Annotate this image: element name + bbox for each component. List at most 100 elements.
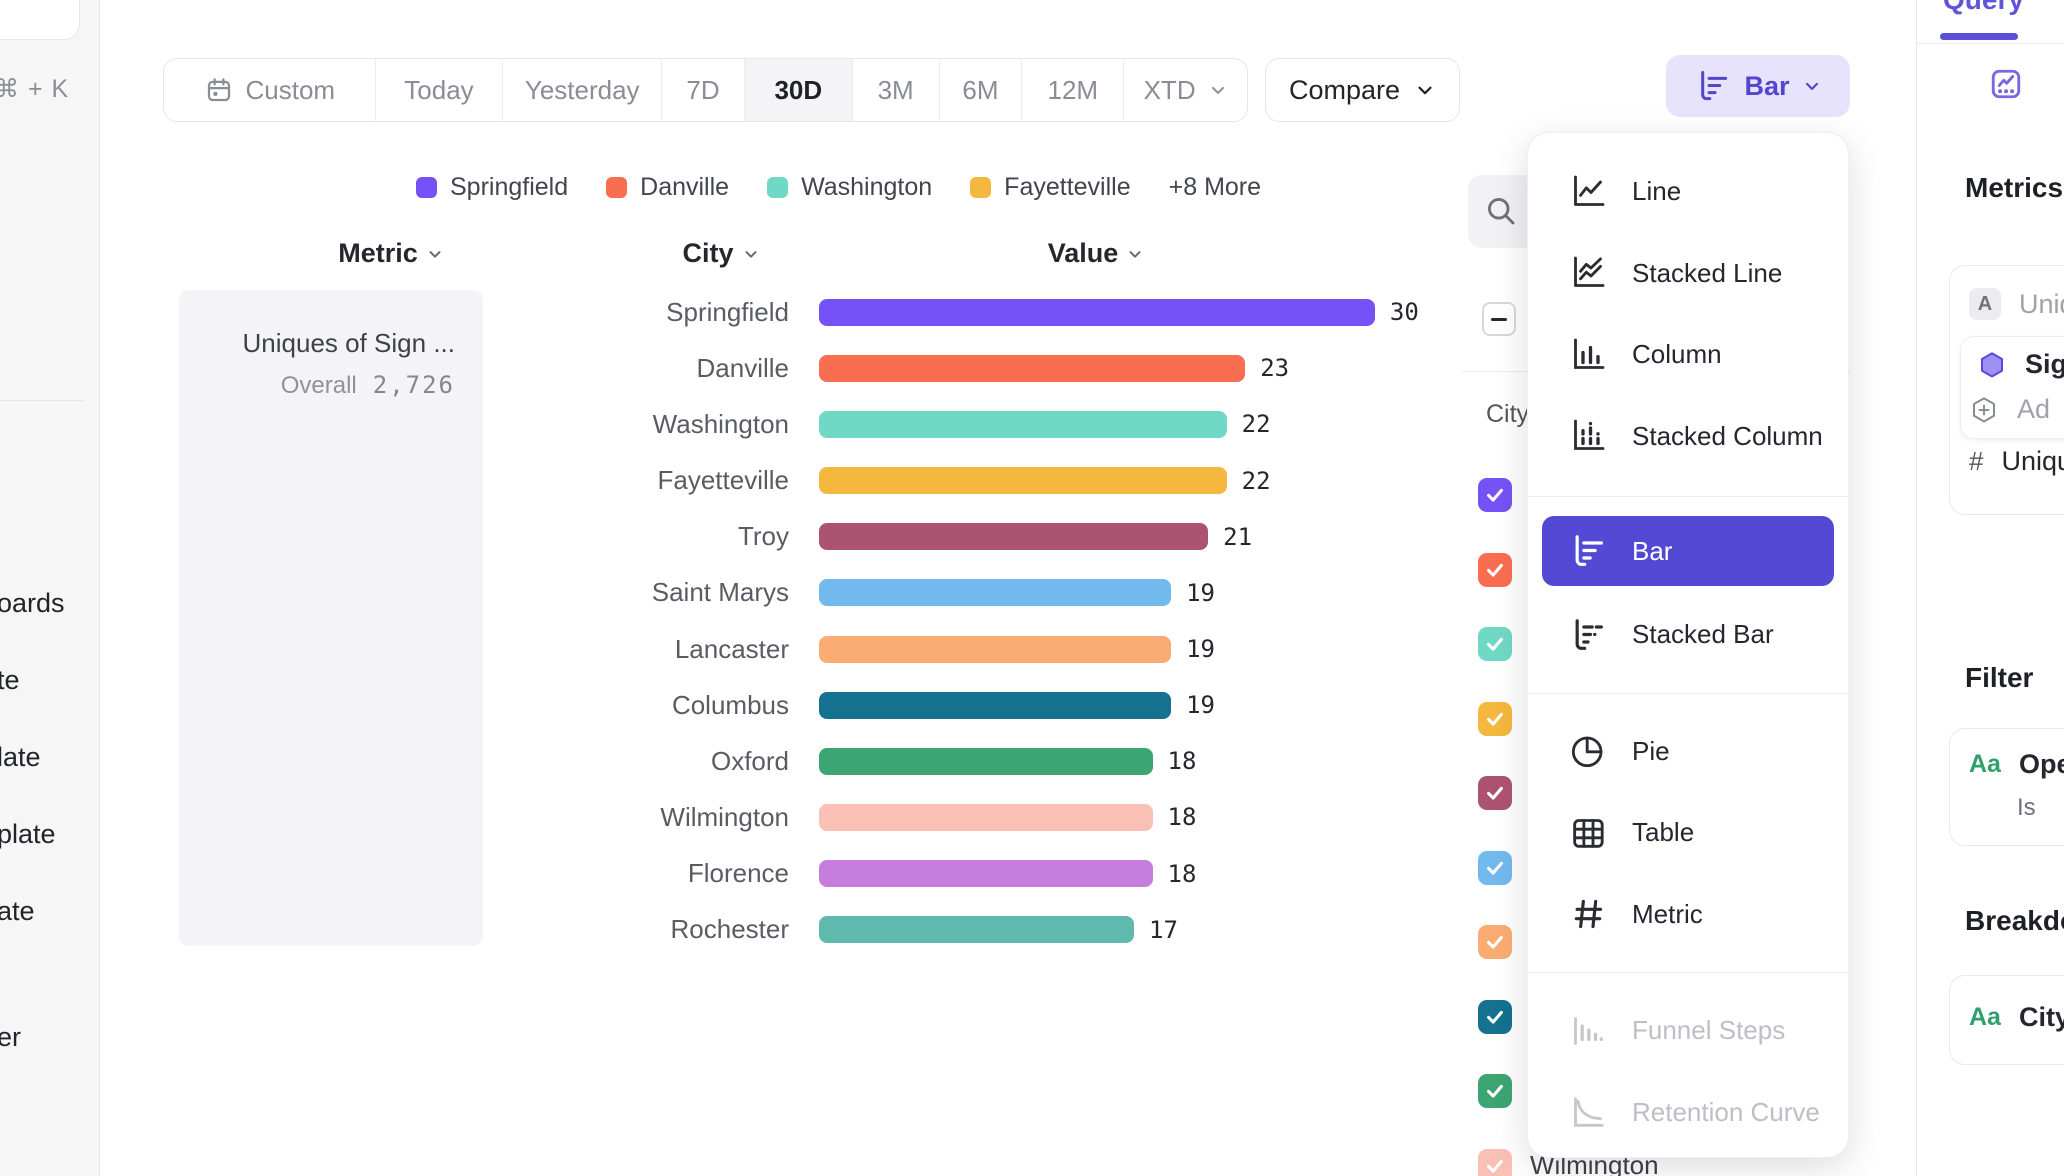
city-checkbox-checked[interactable] bbox=[1478, 1074, 1512, 1109]
city-checkbox-checked[interactable] bbox=[1478, 999, 1512, 1034]
bar[interactable] bbox=[819, 354, 1246, 382]
city-checkbox-checked[interactable] bbox=[1478, 925, 1512, 960]
tab-query[interactable]: Query bbox=[1943, 0, 2024, 16]
menu-item-table[interactable]: Table bbox=[1528, 792, 1848, 874]
city-checkbox-checked[interactable] bbox=[1478, 552, 1512, 587]
legend-item[interactable]: Danville bbox=[606, 173, 729, 202]
bar[interactable] bbox=[819, 467, 1227, 495]
filter-heading: Filter bbox=[1965, 662, 2034, 693]
menu-item-line[interactable]: Line bbox=[1528, 151, 1848, 233]
bar-value-label: 22 bbox=[1241, 410, 1271, 439]
city-checkbox-checked[interactable] bbox=[1478, 478, 1512, 513]
column-header-value[interactable]: Value bbox=[986, 238, 1206, 269]
menu-item-column[interactable]: Column bbox=[1528, 314, 1848, 396]
legend-item[interactable]: Springfield bbox=[416, 173, 568, 202]
metric-summary-card[interactable]: Uniques of Sign ... Overall 2,726 bbox=[179, 290, 483, 946]
stacked-bar-chart-icon bbox=[1566, 613, 1610, 657]
menu-item-stacked-bar[interactable]: Stacked Bar bbox=[1528, 594, 1848, 676]
sidebar-item-5[interactable]: er bbox=[0, 1022, 22, 1052]
tabbar-border bbox=[1917, 43, 2064, 44]
city-checkbox-checked[interactable] bbox=[1478, 701, 1512, 736]
bar-value-label: 18 bbox=[1167, 803, 1197, 832]
city-checkbox-checked[interactable] bbox=[1478, 850, 1512, 885]
chevron-down-icon bbox=[1418, 86, 1432, 95]
bar[interactable] bbox=[819, 916, 1134, 944]
sidebar-item-2[interactable]: late bbox=[0, 742, 41, 772]
chevron-down-icon bbox=[745, 250, 756, 258]
bar-category-label: Oxford bbox=[710, 745, 789, 776]
date-range-30d-selected[interactable]: 30D bbox=[744, 59, 853, 121]
select-all-checkbox-indeterminate[interactable] bbox=[1482, 302, 1516, 336]
bar-value-label: 18 bbox=[1167, 859, 1197, 888]
legend-item[interactable]: Fayetteville bbox=[970, 173, 1131, 202]
chart-type-button[interactable]: Bar bbox=[1666, 55, 1850, 117]
bar-category-label: Florence bbox=[687, 858, 789, 889]
breakdown-property-label: City bbox=[2018, 1002, 2064, 1032]
menu-item-stacked-column[interactable]: Stacked Column bbox=[1528, 396, 1848, 478]
bar[interactable] bbox=[819, 523, 1209, 551]
bar-value-label: 18 bbox=[1167, 747, 1197, 776]
column-header-city[interactable]: City bbox=[611, 238, 831, 269]
city-checkbox-checked[interactable] bbox=[1478, 1148, 1512, 1176]
sidebar-item-3[interactable]: plate bbox=[0, 819, 56, 849]
menu-item-retention-curve-disabled: Retention Curve bbox=[1528, 1072, 1848, 1154]
date-range-12m[interactable]: 12M bbox=[1022, 59, 1125, 121]
stacked-column-chart-icon bbox=[1566, 414, 1610, 458]
menu-item-metric[interactable]: Metric bbox=[1528, 874, 1848, 956]
date-range-xtd[interactable]: XTD bbox=[1124, 59, 1247, 121]
column-header-metric[interactable]: Metric bbox=[281, 238, 501, 269]
compare-button[interactable]: Compare bbox=[1265, 58, 1460, 122]
date-range-3m[interactable]: 3M bbox=[853, 59, 940, 121]
date-range-today[interactable]: Today bbox=[376, 59, 504, 121]
date-range-control: Custom Today Yesterday 7D 30D 3M 6M 12M … bbox=[163, 58, 1248, 122]
breakdown-heading: Breakdo bbox=[1965, 905, 2064, 936]
measure-label: Uniqu bbox=[2001, 446, 2064, 476]
bar-value-label: 21 bbox=[1223, 522, 1253, 551]
date-range-6m[interactable]: 6M bbox=[940, 59, 1023, 121]
bar-chart-icon bbox=[1566, 529, 1610, 573]
legend-swatch bbox=[606, 176, 628, 198]
city-checkbox-checked[interactable] bbox=[1478, 627, 1512, 662]
column-chart-icon bbox=[1566, 333, 1610, 377]
menu-item-stacked-line[interactable]: Stacked Line bbox=[1528, 233, 1848, 315]
bar[interactable] bbox=[819, 860, 1153, 888]
menu-item-bar-selected[interactable]: Bar bbox=[1542, 516, 1834, 586]
date-range-label: Custom bbox=[245, 74, 336, 105]
bar[interactable] bbox=[819, 579, 1172, 607]
sidebar-item-dashboards[interactable]: oards bbox=[0, 588, 65, 618]
chart-preview-icon[interactable] bbox=[1988, 66, 2024, 102]
chart-row: Lancaster 19 bbox=[0, 621, 1470, 677]
chart-row: Saint Marys 19 bbox=[0, 565, 1470, 621]
bar[interactable] bbox=[819, 410, 1227, 438]
bar[interactable] bbox=[819, 635, 1172, 663]
event-label: Sig bbox=[2025, 349, 2064, 379]
sidebar-item-1[interactable]: te bbox=[0, 665, 20, 695]
event-card[interactable]: Sig Ad bbox=[1960, 336, 2064, 439]
breakdown-card[interactable]: Aa City bbox=[1949, 975, 2064, 1065]
legend-more[interactable]: +8 More bbox=[1168, 172, 1262, 201]
check-icon bbox=[1487, 638, 1503, 651]
city-checkbox-checked[interactable] bbox=[1478, 776, 1512, 811]
bar[interactable] bbox=[819, 747, 1153, 775]
stacked-line-chart-icon bbox=[1566, 251, 1610, 295]
hash-icon: # bbox=[1969, 446, 1984, 476]
legend-item[interactable]: Washington bbox=[767, 173, 932, 202]
date-range-7d[interactable]: 7D bbox=[662, 59, 745, 121]
menu-item-pie[interactable]: Pie bbox=[1528, 711, 1848, 793]
sidebar-item-4[interactable]: ate bbox=[0, 896, 35, 926]
date-range-yesterday[interactable]: Yesterday bbox=[503, 59, 663, 121]
date-range-custom[interactable]: Custom bbox=[164, 59, 376, 121]
chart-rows: Springfield 30 Danville 23 Washington 22… bbox=[0, 284, 1470, 958]
metric-query-card[interactable]: A Uniq Sig Ad # Uniqu bbox=[1949, 265, 2064, 515]
sidebar-search-box[interactable] bbox=[0, 0, 80, 40]
overall-value: 2,726 bbox=[372, 371, 455, 399]
bar-value-label: 19 bbox=[1186, 635, 1215, 664]
bar[interactable] bbox=[819, 803, 1153, 831]
check-icon bbox=[1487, 1085, 1503, 1098]
bar[interactable] bbox=[819, 298, 1375, 326]
filter-card[interactable]: Aa Ope Is i bbox=[1949, 728, 2064, 846]
chevron-down-icon bbox=[429, 250, 441, 258]
bar[interactable] bbox=[819, 691, 1172, 719]
check-icon bbox=[1487, 1159, 1503, 1173]
metric-card-label: Uniq bbox=[2019, 288, 2064, 319]
